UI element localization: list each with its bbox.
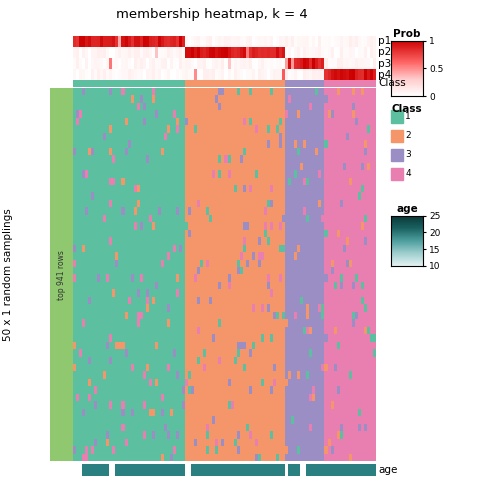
Text: 2: 2 xyxy=(405,131,411,140)
Text: age: age xyxy=(396,204,418,214)
Text: 3: 3 xyxy=(405,150,411,159)
Text: 4: 4 xyxy=(405,169,411,178)
Text: p2: p2 xyxy=(378,47,391,57)
Text: Prob: Prob xyxy=(393,29,421,39)
Text: p3: p3 xyxy=(378,58,391,69)
Text: Class: Class xyxy=(392,104,422,114)
Text: 1: 1 xyxy=(405,112,411,121)
Text: p4: p4 xyxy=(378,70,391,80)
Text: top 941 rows: top 941 rows xyxy=(57,250,66,299)
Text: Class: Class xyxy=(378,79,406,88)
Text: 50 x 1 random samplings: 50 x 1 random samplings xyxy=(3,208,13,341)
Text: p1: p1 xyxy=(378,36,391,46)
Text: membership heatmap, k = 4: membership heatmap, k = 4 xyxy=(116,8,307,21)
Text: age: age xyxy=(378,465,397,475)
